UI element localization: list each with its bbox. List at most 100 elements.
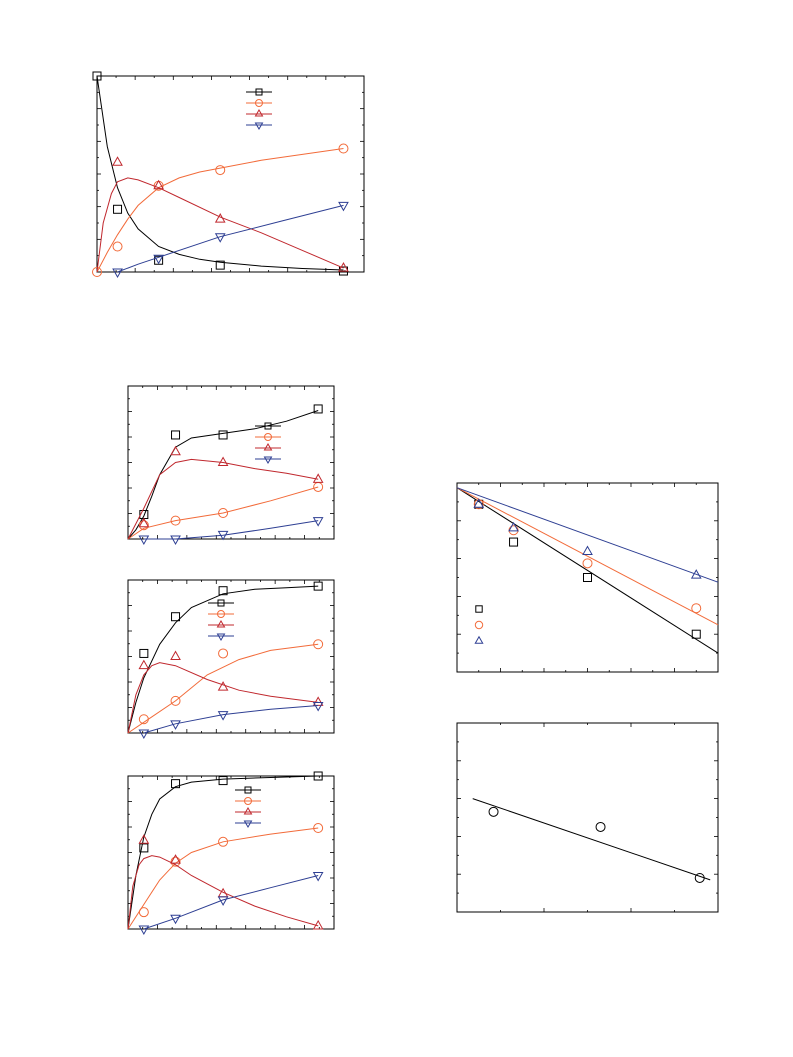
data-point-2-4 [313,823,324,834]
data-point-2-5 [338,143,349,154]
data-point-1-1 [139,648,149,658]
data-point-2-4 [691,603,702,614]
series-3 [127,445,324,540]
series-curve [127,458,319,540]
data-point-3-2 [153,179,164,190]
data-point-1-3 [218,776,228,786]
data-point-4-1 [138,729,150,740]
chart-svg-d [127,771,335,936]
data-point-4-3 [217,711,229,721]
legend [255,422,281,464]
axis-ticks [127,385,335,540]
data-point-1-2 [509,537,519,547]
data-point-4-2 [170,720,181,730]
plot-frame [96,75,365,273]
data-point-1-3 [218,586,228,596]
data-point-3-2 [508,521,519,532]
series-1 [92,71,348,276]
legend-marker-3 [243,807,253,815]
data-point-3-1 [473,498,485,508]
data-point-4-4 [312,517,324,527]
data-point-1-2 [595,821,606,832]
chart-panel-d [100,768,350,938]
legend-marker-3 [263,443,273,451]
series-4 [112,201,349,279]
data-point-1-4 [691,629,701,639]
legend-marker-3 [254,109,264,117]
data-point-2-2 [170,695,181,706]
legend-marker-2 [217,610,225,618]
legend-marker-3 [474,635,484,644]
series-4 [138,701,324,740]
fit-line [456,487,719,583]
fit-line [472,798,711,881]
data-point-1-3 [583,573,592,582]
data-point-3-2 [170,650,181,660]
data-point-1-3 [694,872,705,883]
fit-line [456,487,719,654]
series-curve [96,148,344,273]
series-1 [127,404,323,540]
legend-marker-1 [475,605,483,613]
data-point-4-3 [217,896,229,906]
legend-marker-2 [264,433,272,441]
legend-marker-1 [217,599,225,607]
series-curve [143,875,319,930]
series-curve [143,520,319,540]
legend-marker-2 [255,99,263,107]
series-curve [143,705,319,734]
legend-marker-4 [254,122,264,130]
data-point-3-4 [690,569,702,579]
series-2 [127,639,324,734]
series-1 [127,581,323,734]
data-point-2-1 [92,267,102,277]
data-point-3-3 [214,213,226,223]
series-curve [127,585,319,734]
data-point-4-1 [112,268,123,279]
plot-frame [127,385,335,540]
axis-ticks [127,775,335,930]
data-point-3-2 [170,445,181,456]
series-3 [96,156,349,273]
data-point-4-4 [312,871,324,882]
fit-line [456,487,719,626]
data-point-2-2 [508,525,519,536]
series-2 [456,487,719,626]
legend [246,88,272,130]
plot-frame [456,482,719,673]
data-point-1-1 [488,806,499,817]
series-1 [472,798,711,883]
series-curve [127,486,319,540]
data-point-3-4 [312,919,324,930]
data-point-4-2 [170,914,181,925]
data-point-3-3 [582,545,593,556]
plot-frame [127,775,335,930]
plot-frame [456,722,719,913]
data-point-2-4 [215,165,226,176]
legend-marker-4 [243,820,253,828]
series-2 [127,481,324,540]
series-curve [127,827,319,930]
data-point-2-1 [138,714,149,725]
series-3 [127,650,324,734]
axis-ticks [96,75,365,273]
chart-panel-e [430,475,740,685]
data-point-3-1 [138,659,150,670]
data-point-3-3 [217,456,229,466]
data-point-2-2 [170,515,181,526]
data-point-3-3 [217,681,229,691]
legend [235,786,261,828]
data-point-1-1 [92,71,102,81]
legend-marker-2 [244,797,252,805]
series-1 [127,771,323,930]
data-point-4-2 [170,535,181,546]
chart-svg-c [127,579,335,740]
data-point-1-2 [171,779,181,789]
data-point-1-2 [171,430,181,440]
data-point-4-4 [338,201,349,212]
data-point-4-3 [214,233,226,243]
data-point-2-1 [138,907,149,918]
series-curve [96,177,344,273]
chart-svg-f [456,722,719,913]
data-point-2-1 [138,520,149,531]
